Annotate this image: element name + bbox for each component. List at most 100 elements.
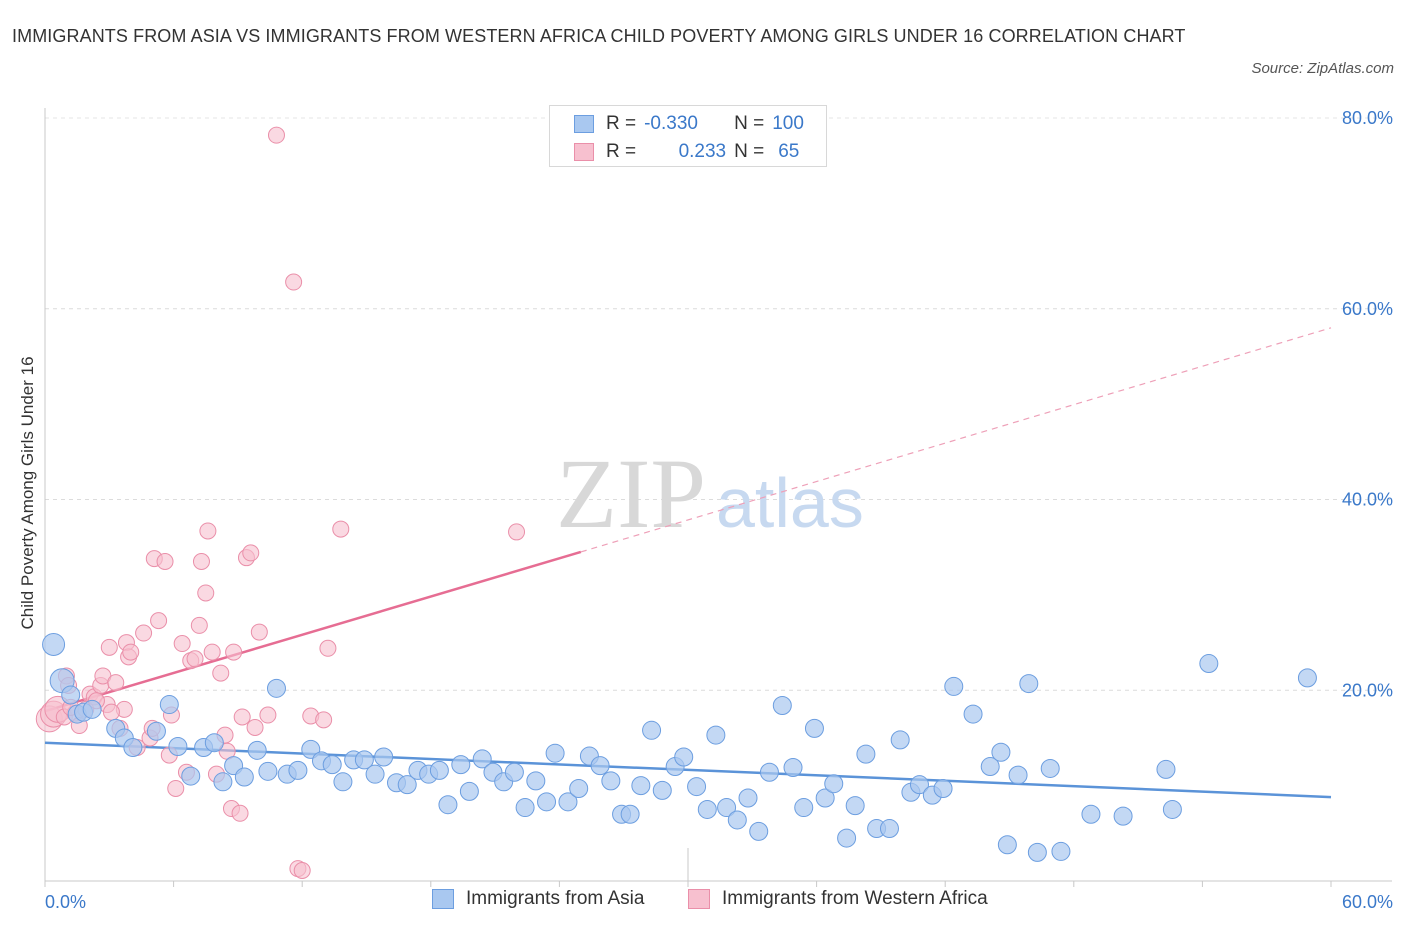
point-asia	[997, 835, 1017, 855]
point-wafrica	[197, 584, 215, 602]
point-asia	[890, 730, 910, 750]
point-asia	[213, 772, 233, 792]
legend-n-value: 65	[778, 141, 800, 162]
point-asia	[1019, 674, 1039, 694]
point-wafrica	[242, 544, 260, 562]
point-wafrica	[203, 643, 221, 661]
point-asia	[631, 776, 651, 796]
point-asia	[804, 718, 824, 738]
point-asia	[620, 804, 640, 824]
watermark-zip: ZIP	[556, 438, 706, 549]
point-asia	[980, 757, 1000, 777]
point-asia	[247, 740, 267, 760]
point-wafrica	[285, 273, 303, 291]
point-wafrica	[250, 623, 268, 641]
point-asia	[944, 676, 964, 696]
point-asia	[837, 828, 857, 848]
point-asia	[1297, 668, 1317, 688]
point-wafrica	[508, 523, 526, 541]
point-wafrica	[225, 643, 243, 661]
point-wafrica	[186, 650, 204, 668]
legend-row-asia: R = -0.330 N = 100	[574, 112, 804, 136]
point-wafrica	[259, 706, 277, 724]
legend-r-value: -0.330	[644, 113, 698, 134]
point-asia	[815, 788, 835, 808]
point-asia	[429, 760, 449, 780]
y-tick-label: 20.0%	[1342, 680, 1393, 700]
point-wafrica	[315, 711, 333, 729]
point-asia	[856, 744, 876, 764]
point-asia	[590, 756, 610, 776]
trend-line-wafrica	[44, 550, 582, 713]
series-label-asia: Immigrants from Asia	[466, 888, 645, 909]
legend-swatch-wafrica	[574, 143, 594, 161]
point-wafrica	[212, 664, 230, 682]
point-asia	[515, 798, 535, 818]
data-points	[35, 126, 1317, 880]
point-wafrica	[332, 520, 350, 538]
point-asia	[933, 778, 953, 798]
x-tick-label: 60.0%	[1342, 892, 1393, 912]
axes	[44, 108, 1392, 887]
point-asia	[354, 750, 374, 770]
point-asia	[845, 796, 865, 816]
legend-r-label: R =	[606, 141, 637, 162]
point-asia	[61, 685, 81, 705]
point-wafrica	[293, 862, 311, 880]
point-asia	[438, 795, 458, 815]
legend-r-label: R =	[606, 113, 637, 134]
point-asia	[1051, 841, 1071, 861]
point-wafrica	[192, 552, 210, 570]
point-asia	[1027, 842, 1047, 862]
point-asia	[772, 696, 792, 716]
point-wafrica	[135, 624, 153, 642]
point-asia	[824, 774, 844, 794]
point-asia	[569, 778, 589, 798]
point-wafrica	[122, 643, 140, 661]
point-wafrica	[267, 126, 285, 144]
point-asia	[759, 762, 779, 782]
trend-lines	[44, 327, 1332, 799]
point-wafrica	[319, 639, 337, 657]
legend-n-label: N =	[734, 113, 765, 134]
point-asia	[333, 772, 353, 792]
source-label: Source: ZipAtlas.com	[1251, 60, 1394, 77]
point-wafrica	[156, 552, 174, 570]
legend-r-value: 0.233	[678, 141, 727, 162]
point-asia	[909, 775, 929, 795]
grid-lines	[45, 117, 1390, 691]
point-asia	[504, 762, 524, 782]
point-asia	[1040, 758, 1060, 778]
point-asia	[652, 780, 672, 800]
point-asia	[1008, 765, 1028, 785]
legend-row-wafrica: R = 0.233 N = 65	[574, 140, 799, 164]
point-asia	[472, 749, 492, 769]
point-asia	[168, 737, 188, 757]
point-wafrica	[167, 779, 185, 797]
point-asia	[558, 792, 578, 812]
point-asia	[234, 767, 254, 787]
point-asia	[783, 758, 803, 778]
trend-line-wafrica-extrapolated	[580, 327, 1332, 553]
point-asia	[159, 695, 179, 715]
point-asia	[537, 792, 557, 812]
point-asia	[963, 704, 983, 724]
point-asia	[738, 788, 758, 808]
point-asia	[545, 743, 565, 763]
point-asia	[397, 775, 417, 795]
point-asia	[1156, 759, 1176, 779]
point-asia	[706, 725, 726, 745]
point-asia	[601, 771, 621, 791]
y-tick-label: 60.0%	[1342, 299, 1393, 319]
point-wafrica	[199, 522, 217, 540]
series-swatch-wafrica	[688, 889, 710, 909]
point-wafrica	[150, 612, 168, 630]
point-asia	[374, 747, 394, 767]
point-asia	[146, 721, 166, 741]
point-asia	[1162, 799, 1182, 819]
watermark-atlas: atlas	[716, 464, 864, 542]
point-asia	[451, 755, 471, 775]
point-wafrica	[190, 616, 208, 634]
point-asia	[697, 799, 717, 819]
point-asia	[82, 699, 102, 719]
